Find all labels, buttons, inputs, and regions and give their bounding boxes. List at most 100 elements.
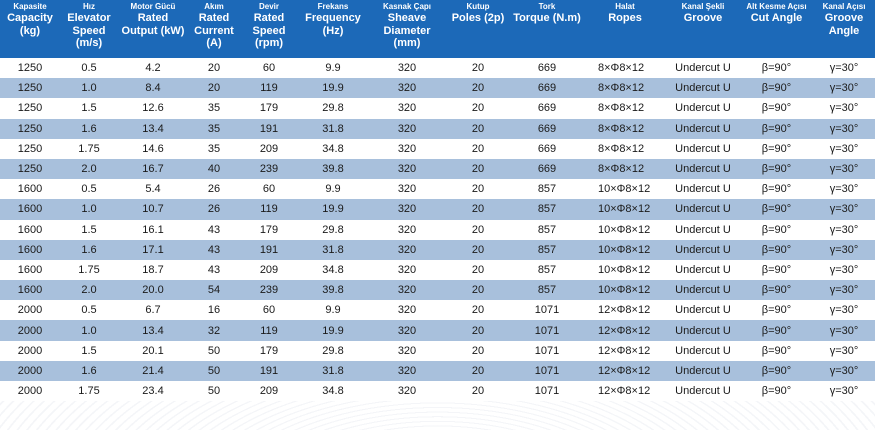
table-cell: 16.1 (118, 219, 188, 240)
table-cell: 2000 (0, 320, 60, 341)
table-cell: β=90° (740, 158, 813, 180)
table-row: 1250 1.5 12.6 35 179 29.8 320 20 669 8×Φ8×12 Under… (0, 98, 875, 119)
column-header-english: Groove Angle (824, 12, 864, 37)
table-cell: 8×Φ8×12 (584, 118, 666, 139)
column-header: Akım Rated Current (A) (188, 0, 240, 58)
table-row: 2000 1.5 20.1 50 179 29.8 320 20 1071 12×Φ8×12 Und… (0, 340, 875, 361)
column-header: Kanal Şekli Groove (666, 0, 740, 58)
table-cell: 1.5 (60, 340, 118, 361)
table-cell: 6.7 (118, 300, 188, 321)
table-cell: γ=30° (813, 340, 875, 361)
table-cell: β=90° (740, 320, 813, 341)
table-cell: 20 (446, 199, 510, 220)
table-cell: 20 (446, 360, 510, 381)
table-cell: γ=30° (813, 320, 875, 341)
table-cell: Undercut U (666, 199, 740, 220)
table-cell: 29.8 (298, 340, 368, 361)
table-cell: 35 (188, 118, 240, 139)
column-header: Motor Gücü Rated Output (kW) (118, 0, 188, 58)
column-header-turkish: Motor Gücü (130, 2, 176, 11)
table-cell: 10×Φ8×12 (584, 179, 666, 200)
table-cell: 2000 (0, 381, 60, 402)
table-cell: 10.7 (118, 199, 188, 220)
table-cell: 191 (240, 239, 298, 260)
table-cell: 8.4 (118, 78, 188, 99)
table-cell: 60 (240, 58, 298, 79)
table-cell: 1250 (0, 158, 60, 180)
table-cell: γ=30° (813, 280, 875, 301)
table-cell: γ=30° (813, 381, 875, 402)
table-cell: 19.9 (298, 78, 368, 99)
column-header-english: Sheave Diameter (mm) (383, 12, 431, 49)
table-cell: 8×Φ8×12 (584, 98, 666, 119)
column-header-turkish: Frekans (317, 2, 349, 11)
table-cell: 20 (188, 58, 240, 79)
column-header-english: Torque (N.m) (513, 12, 581, 24)
table-row: 1250 1.6 13.4 35 191 31.8 320 20 669 8×Φ8×12 Under… (0, 118, 875, 139)
table-cell: β=90° (740, 58, 813, 79)
column-header-english: Frequency (Hz) (305, 12, 361, 37)
table-cell: 10×Φ8×12 (584, 219, 666, 240)
table-cell: γ=30° (813, 239, 875, 260)
table-cell: 669 (510, 138, 584, 159)
table-cell: 179 (240, 98, 298, 119)
spec-table: Kapasite Capacity (kg) Hız Elevator Speed (… (0, 0, 875, 402)
column-header: Hız Elevator Speed (m/s) (60, 0, 118, 58)
table-cell: 1600 (0, 280, 60, 301)
column-header-turkish: Akım (204, 2, 224, 11)
table-cell: 29.8 (298, 98, 368, 119)
table-cell: 35 (188, 138, 240, 159)
column-header: Devir Rated Speed (rpm) (240, 0, 298, 58)
table-cell: β=90° (740, 300, 813, 321)
table-cell: 23.4 (118, 381, 188, 402)
column-header-english: Rated Speed (rpm) (252, 12, 286, 49)
column-header: Kapasite Capacity (kg) (0, 0, 60, 58)
table-cell: 20.0 (118, 280, 188, 301)
table-cell: 26 (188, 199, 240, 220)
table-cell: 12×Φ8×12 (584, 340, 666, 361)
table-cell: γ=30° (813, 179, 875, 200)
column-header-english: Groove (683, 12, 723, 24)
table-cell: 320 (368, 58, 446, 79)
table-cell: 2.0 (60, 158, 118, 180)
table-row: 1600 1.75 18.7 43 209 34.8 320 20 857 10×Φ8×12 Und… (0, 259, 875, 281)
table-cell: 43 (188, 219, 240, 240)
table-cell: 1071 (510, 340, 584, 361)
table-cell: 1.6 (60, 118, 118, 139)
table-cell: 320 (368, 381, 446, 402)
table-cell: 20 (446, 300, 510, 321)
table-cell: 10×Φ8×12 (584, 239, 666, 260)
table-row: 2000 0.5 6.7 16 60 9.9 320 20 1071 12×Φ8×12 Underc… (0, 300, 875, 321)
table-cell: 209 (240, 138, 298, 159)
table-cell: 43 (188, 239, 240, 260)
table-cell: 320 (368, 280, 446, 301)
column-header-turkish: Kasnak Çapı (382, 2, 432, 11)
table-cell: 1250 (0, 58, 60, 79)
table-cell: Undercut U (666, 360, 740, 381)
table-cell: 31.8 (298, 118, 368, 139)
table-cell: 31.8 (298, 239, 368, 260)
table-cell: γ=30° (813, 98, 875, 119)
column-header: Tork Torque (N.m) (510, 0, 584, 58)
table-cell: 320 (368, 239, 446, 260)
table-cell: γ=30° (813, 138, 875, 159)
table-cell: γ=30° (813, 199, 875, 220)
table-cell: 0.5 (60, 179, 118, 200)
table-cell: γ=30° (813, 360, 875, 381)
column-header-turkish: Kutup (466, 2, 490, 11)
table-cell: 119 (240, 199, 298, 220)
table-body: 1250 0.5 4.2 20 60 9.9 320 20 669 8×Φ8×12 Undercut… (0, 58, 875, 402)
table-cell: 54 (188, 280, 240, 301)
table-cell: 1.0 (60, 78, 118, 99)
table-cell: 39.8 (298, 280, 368, 301)
table-cell: γ=30° (813, 300, 875, 321)
table-cell: Undercut U (666, 320, 740, 341)
table-cell: 1.75 (60, 381, 118, 402)
table-cell: 857 (510, 259, 584, 281)
table-cell: Undercut U (666, 280, 740, 301)
table-cell: 1.5 (60, 98, 118, 119)
table-cell: 1.6 (60, 239, 118, 260)
table-cell: 320 (368, 340, 446, 361)
column-header-english: Ropes (608, 12, 642, 24)
table-cell: 239 (240, 158, 298, 180)
